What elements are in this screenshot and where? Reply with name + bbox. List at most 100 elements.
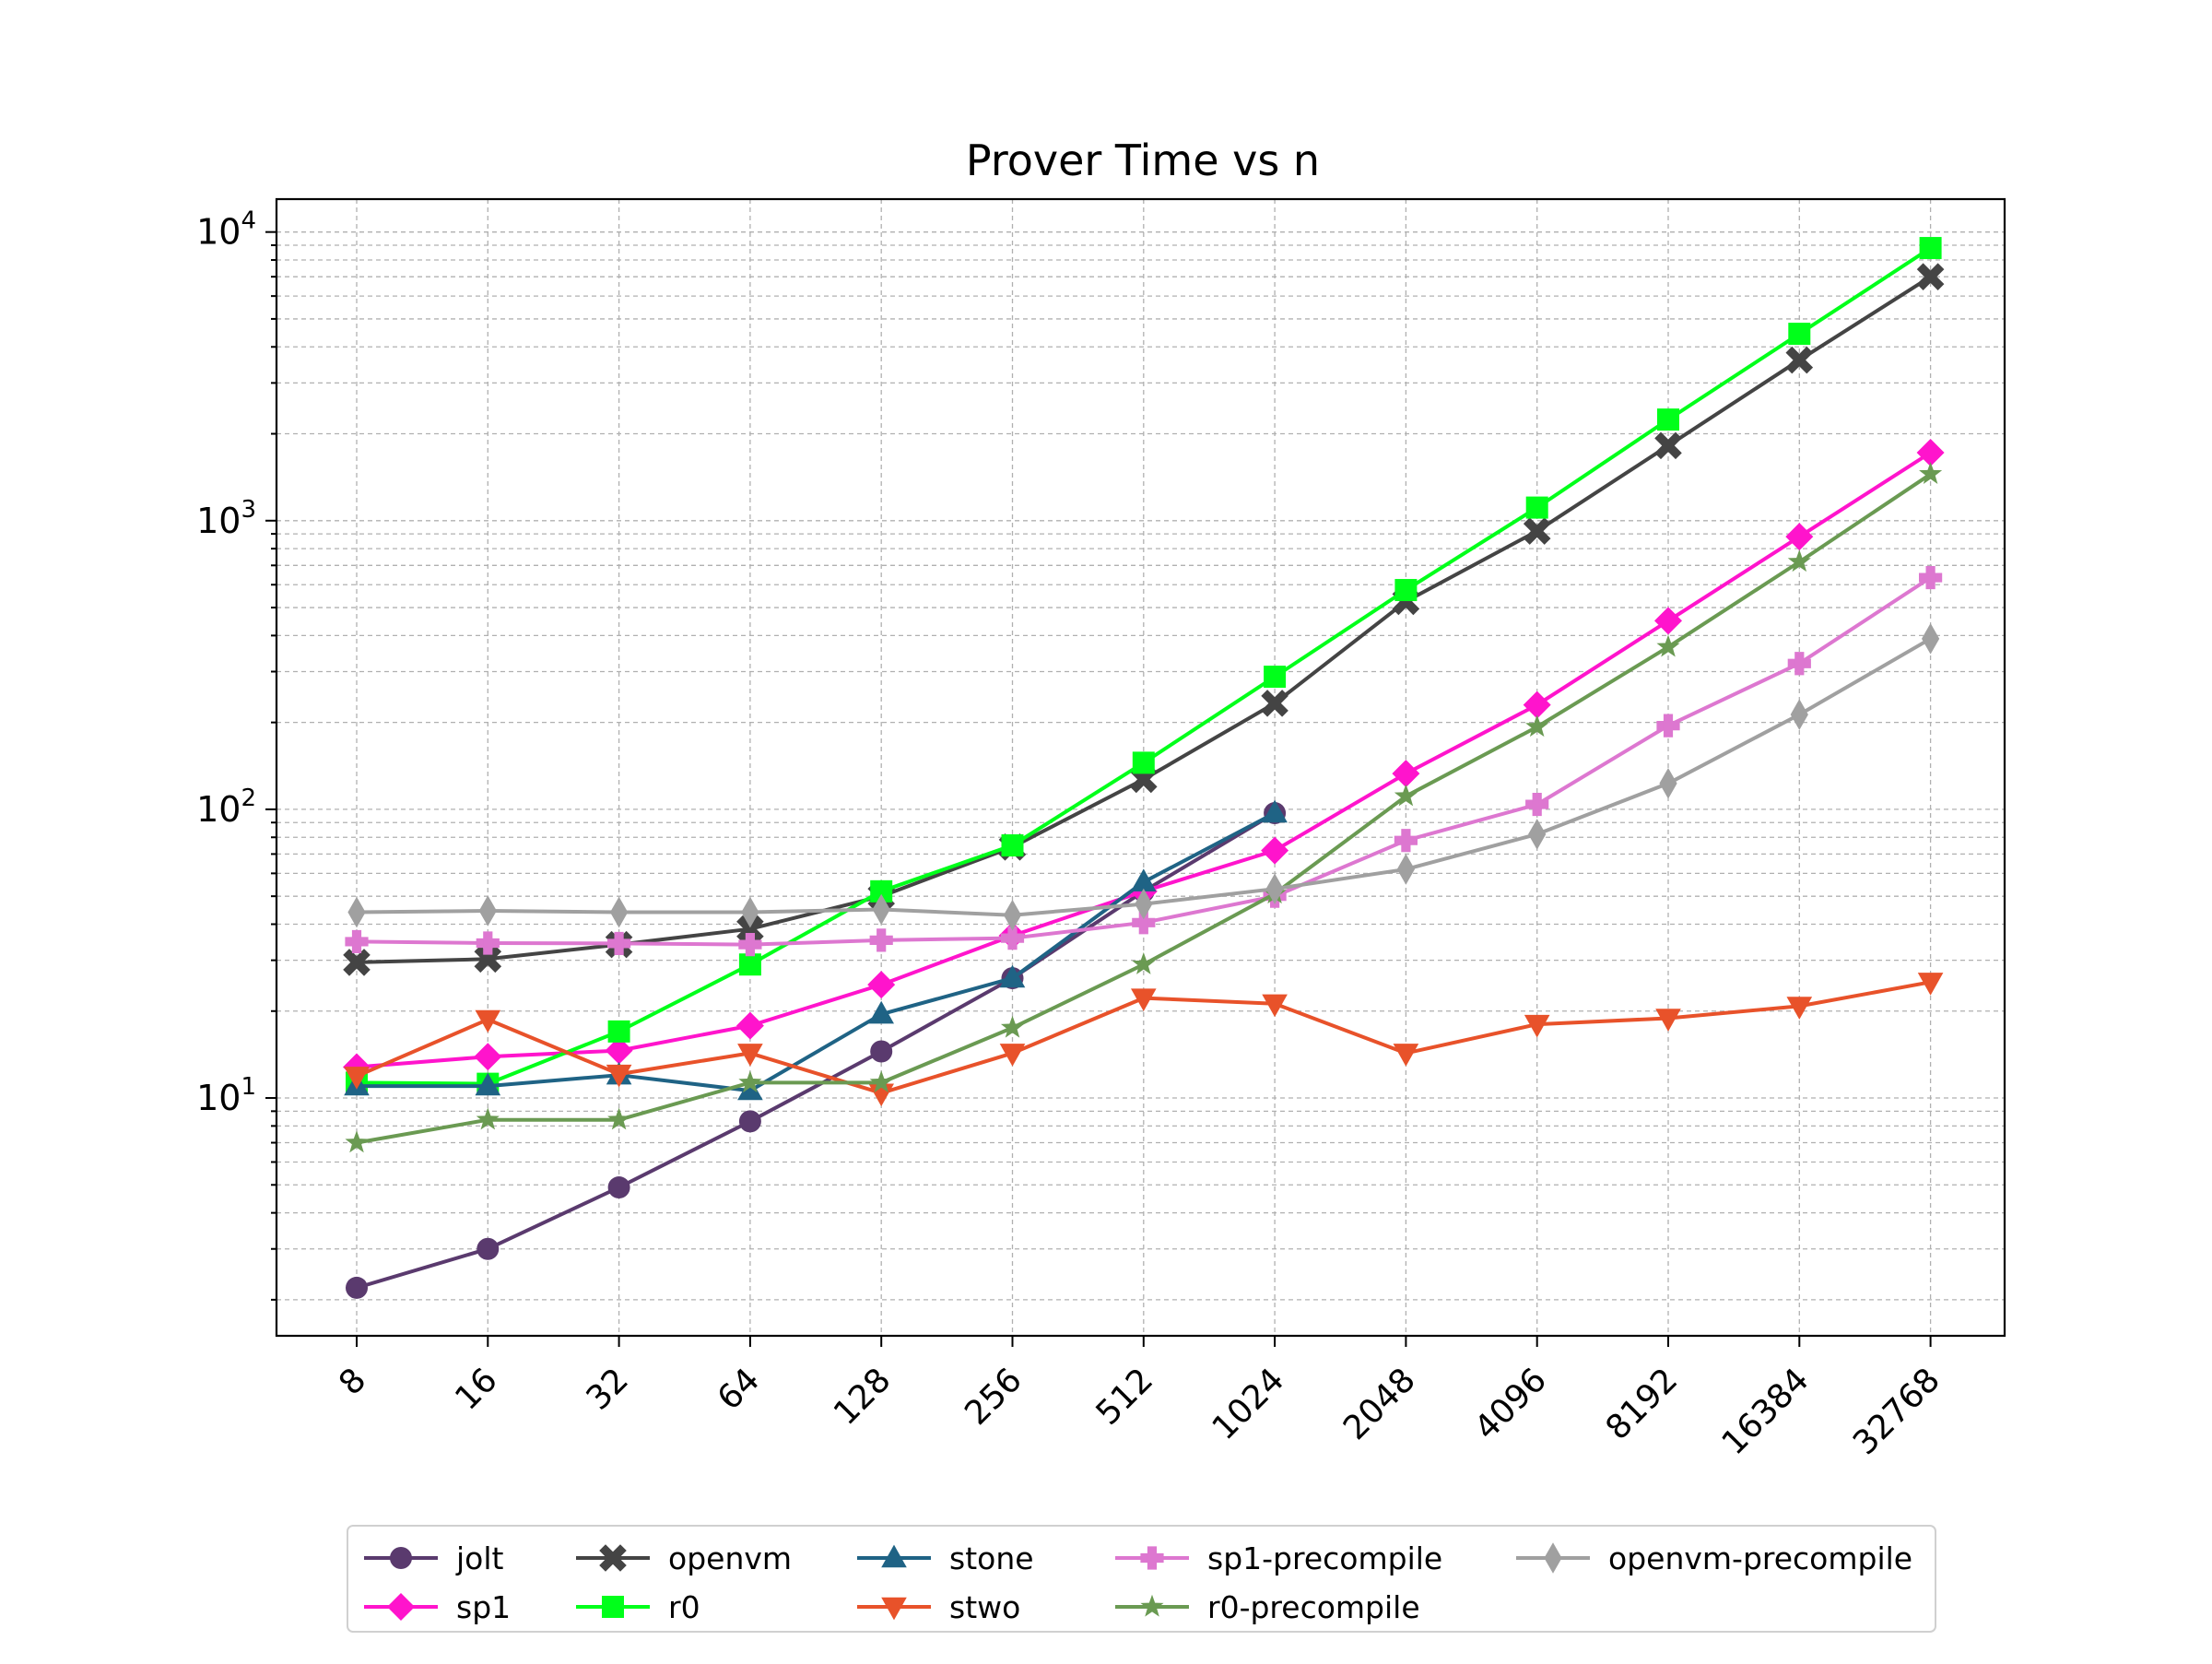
data-point-jolt [477,1237,500,1260]
data-point-stwo [1131,988,1157,1011]
legend-label: openvm [668,1540,792,1576]
legend-marker-sp1 [387,1593,415,1621]
legend-label: openvm-precompile [1608,1540,1912,1576]
series-line-stone [357,811,1277,1093]
legend-marker-jolt [390,1547,412,1569]
data-point-r0-precompile [1394,784,1418,807]
legend-item-sp1-precompile: sp1-precompile [1115,1540,1442,1576]
legend-item-stwo: stwo [857,1589,1020,1625]
data-point-stone [868,1000,894,1024]
x-tick-label: 128 [827,1361,899,1433]
series-layer [343,237,1945,1299]
data-point-r0-precompile [1000,1015,1025,1038]
x-tick-label: 8 [332,1361,373,1402]
legend-item-sp1: sp1 [364,1589,511,1625]
data-point-sp1 [1523,690,1551,719]
data-point-openvm-precompile [1790,699,1808,730]
data-point-r0 [607,1020,630,1043]
data-point-jolt [607,1176,630,1199]
data-point-openvm-precompile [1396,854,1415,885]
data-point-r0 [1788,323,1811,346]
legend-marker-openvm [599,1544,627,1572]
data-point-openvm-precompile [1003,899,1022,931]
data-point-r0-precompile [607,1107,631,1130]
data-point-sp1-precompile [1787,652,1811,676]
legend-marker-r0-precompile [1140,1594,1164,1617]
data-point-r0-precompile [738,1070,762,1093]
legend-item-jolt: jolt [364,1540,504,1576]
data-point-stwo [475,1009,501,1033]
legend-label: jolt [455,1540,504,1576]
x-tick-label: 64 [711,1361,767,1417]
data-point-sp1-precompile [738,933,762,957]
data-point-jolt [870,1040,893,1063]
data-point-r0 [1657,408,1679,431]
data-point-sp1 [867,971,896,999]
x-tick-label: 16 [448,1361,504,1417]
data-point-openvm [343,949,371,976]
data-point-r0 [1394,579,1418,602]
data-point-stwo [737,1044,763,1067]
data-point-jolt [346,1276,368,1299]
data-point-r0-precompile [1132,952,1156,974]
data-point-sp1 [605,1036,633,1065]
x-tick-label: 32768 [1846,1361,1947,1462]
data-point-r0-precompile [1787,549,1811,572]
series-line-openvm [356,275,1932,964]
data-point-openvm-precompile [741,896,759,928]
data-point-openvm-precompile [478,895,497,926]
legend-item-r0: r0 [576,1589,700,1625]
data-point-sp1-precompile [476,931,500,955]
data-point-sp1 [1392,760,1420,788]
data-point-openvm-precompile [1135,888,1153,920]
legend-marker-sp1-precompile [1140,1546,1164,1570]
data-point-r0 [1264,666,1287,689]
x-tick-label: 1024 [1206,1361,1292,1447]
x-tick-label: 4096 [1467,1361,1554,1447]
data-point-r0-precompile [476,1107,500,1130]
data-point-sp1-precompile [1525,792,1549,817]
x-tick-label: 512 [1089,1361,1161,1433]
chart-title: Prover Time vs n [966,136,1320,185]
data-point-stwo [1524,1014,1550,1038]
legend-marker-stone [881,1544,907,1568]
legend-label: r0 [668,1589,700,1625]
y-tick-label: 104 [196,207,256,253]
series-r0 [346,237,1942,1095]
data-point-stone [1131,868,1157,891]
data-point-r0 [1919,237,1942,260]
legend-item-openvm: openvm [576,1540,792,1576]
data-point-openvm [736,915,764,943]
data-point-sp1-precompile [869,928,893,952]
data-point-openvm-precompile [1922,623,1940,655]
data-point-stwo [1786,997,1813,1020]
legend-marker-openvm-precompile [1544,1542,1562,1574]
data-point-r0 [738,953,761,976]
data-point-openvm [1261,690,1288,717]
y-tick-label: 102 [196,785,256,830]
legend-marker-r0 [602,1596,624,1618]
legend-label: r0-precompile [1207,1589,1420,1625]
legend-frame [347,1525,1936,1633]
legend-label: stone [949,1540,1034,1576]
data-point-stone [737,1077,763,1101]
data-point-stone [1262,799,1288,823]
x-axis: 8 16 32 64 128 256 512 1024 2048 4096 8192 16384 327… [332,1336,1947,1462]
data-point-openvm-precompile [610,896,629,928]
data-point-stwo [1393,1044,1419,1067]
data-point-openvm-precompile [1265,873,1284,905]
x-tick-label: 2048 [1336,1361,1423,1447]
data-point-sp1 [735,1011,764,1040]
data-point-stwo [1655,1009,1681,1032]
data-point-openvm [474,945,502,974]
legend-item-r0-precompile: r0-precompile [1115,1589,1420,1625]
data-point-openvm [1916,263,1945,290]
x-tick-label: 8192 [1599,1361,1686,1447]
x-tick-label: 256 [958,1361,1030,1433]
data-point-openvm-precompile [1659,767,1677,799]
data-point-stone [999,964,1026,988]
data-point-stwo [344,1067,370,1090]
data-point-r0 [1525,496,1548,519]
legend-label: sp1 [456,1589,511,1625]
